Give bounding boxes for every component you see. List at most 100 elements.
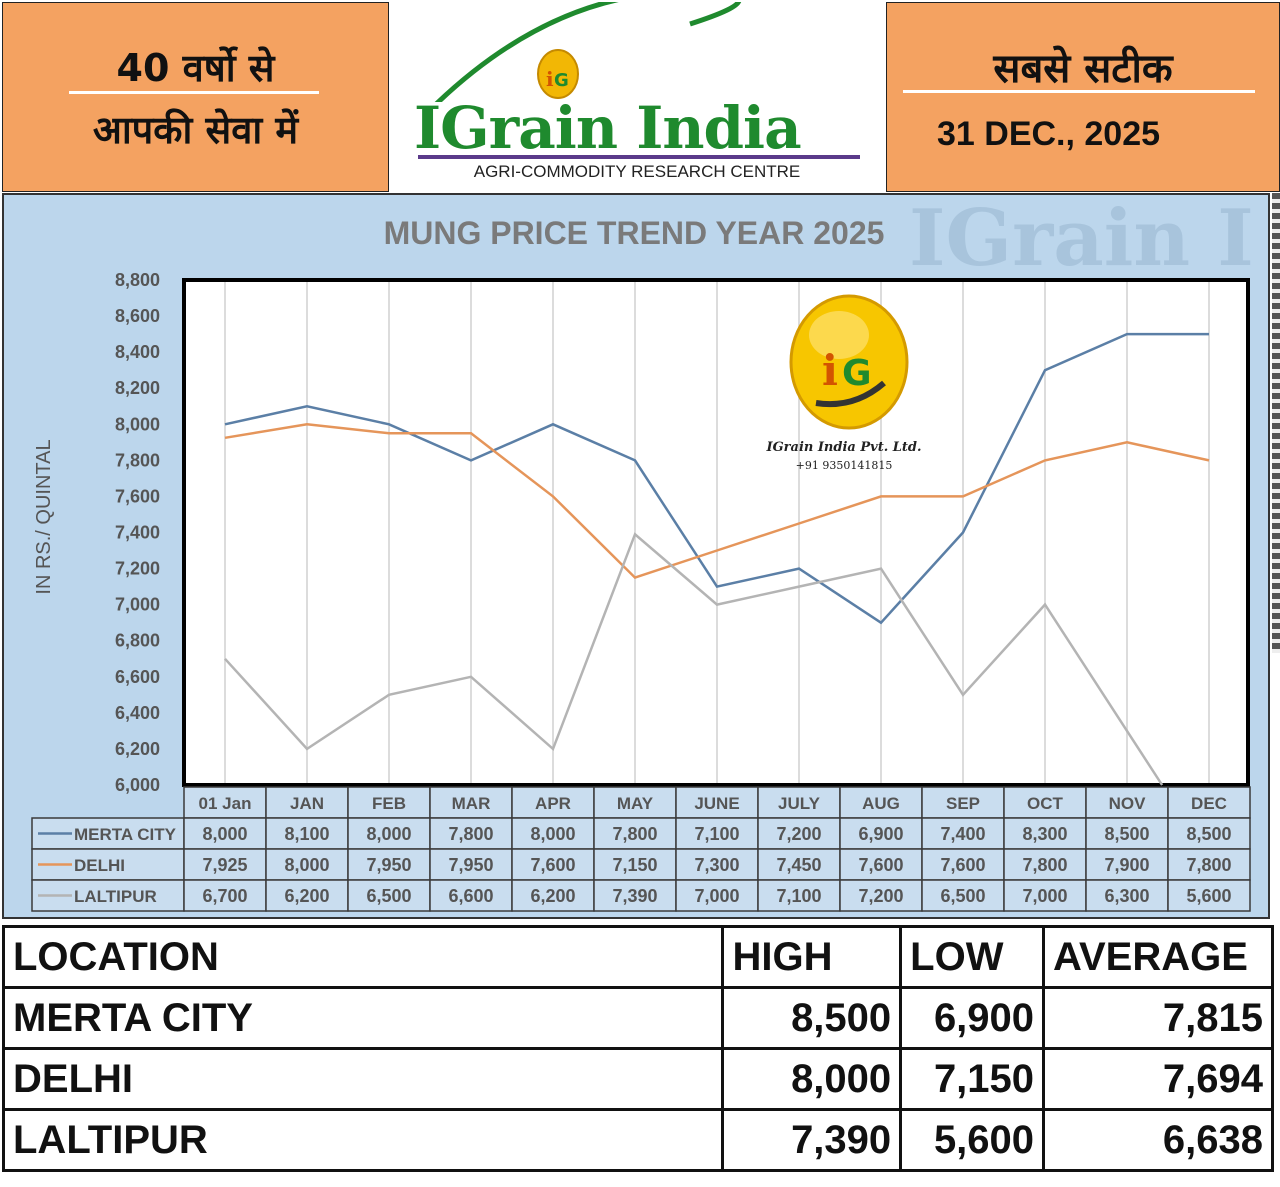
value-cell [675,879,759,912]
y-tick-label: 7,800 [115,450,160,470]
data-label: 7,925 [202,855,247,875]
chart-data-table: 01 Jan JAN FEB MAR APR MAY JUNE JULY AUG SEP OCT NO… [31,786,1251,912]
data-label: 7,000 [1022,886,1067,906]
category-cell [1085,786,1169,819]
y-tick-label: 6,400 [115,703,160,723]
data-label: 7,100 [694,824,739,844]
value-cell [1085,879,1169,912]
x-tick-label: SEP [946,794,980,813]
high-cell: 8,500 [721,986,903,1050]
date-divider [903,90,1255,93]
category-cell [675,786,759,819]
series-line-merta-city [224,332,1209,625]
chart-title: MUNG PRICE TREND YEAR 2025 [384,215,885,251]
summary-table: LOCATION HIGH LOW AVERAGE MERTA CITY 8,5… [1,925,1274,1172]
table-row: DELHI 8,000 7,150 7,694 [1,1047,1274,1111]
y-axis-label: IN RS./ QUINTAL [33,439,55,594]
value-cell [183,817,267,850]
data-label: 8,000 [202,824,247,844]
x-tick-label: JUNE [694,794,739,813]
average-cell: 7,815 [1042,986,1274,1050]
data-label: 7,800 [612,824,657,844]
category-cell [183,786,267,819]
value-cell [1003,848,1087,881]
side-decoration [1272,193,1280,653]
y-tick-label: 8,600 [115,306,160,326]
data-label: 7,300 [694,855,739,875]
report-date: 31 DEC., 2025 [937,115,1161,153]
legend-label: DELHI [74,856,125,875]
summary-section: LOCATION HIGH LOW AVERAGE MERTA CITY 8,5… [0,925,1280,1187]
y-tick-label: 7,200 [115,559,160,579]
y-tick-label: 6,600 [115,667,160,687]
y-tick-label: 6,200 [115,739,160,759]
data-label: 7,390 [612,886,657,906]
x-tick-label: 01 Jan [199,794,252,813]
series-line-delhi [224,423,1210,580]
svg-text:G: G [842,353,872,394]
value-cell [183,848,267,881]
data-label: 7,100 [776,886,821,906]
y-tick-label: 6,800 [115,631,160,651]
low-cell: 7,150 [899,1047,1046,1111]
data-label: 7,600 [858,855,903,875]
x-tick-label: OCT [1027,794,1064,813]
background-watermark: IGrain I [909,195,1254,284]
summary-header-row: LOCATION HIGH LOW AVERAGE [1,925,1274,989]
brand-panel: i G IGrain India AGRI-COMMODITY RESEARCH… [390,2,884,190]
brand-tagline: AGRI-COMMODITY RESEARCH CENTRE [473,162,801,181]
y-tick-label: 8,800 [115,270,160,290]
value-cell [265,879,349,912]
category-cell [1167,786,1251,819]
y-tick-label: 7,600 [115,486,160,506]
value-cell [1003,879,1087,912]
location-cell: LALTIPUR [1,1108,725,1172]
value-cell [511,879,595,912]
data-label: 6,700 [202,886,247,906]
value-cell [1167,848,1251,881]
header-high: HIGH [721,925,903,989]
value-cell [757,879,841,912]
x-tick-label: AUG [862,794,900,813]
x-tick-label: DEC [1191,794,1227,813]
y-tick-label: 8,000 [115,414,160,434]
y-axis-ticks: 8,800 8,600 8,400 8,200 8,000 7,800 7,600 7,400… [115,270,160,795]
data-label: 7,800 [1186,855,1231,875]
data-label: 8,500 [1104,824,1149,844]
data-label: 7,800 [1022,855,1067,875]
data-label: 7,600 [940,855,985,875]
data-label: 8,000 [284,855,329,875]
high-cell: 7,390 [721,1108,903,1172]
accuracy-tagline: सबसे सटीक [993,46,1173,92]
y-tick-label: 8,400 [115,342,160,362]
date-panel: सबसे सटीक 31 DEC., 2025 [886,2,1280,192]
data-label: 6,200 [530,886,575,906]
value-cell [511,817,595,850]
value-cell [839,848,923,881]
data-label: 8,000 [366,824,411,844]
header-banner: 40 वर्षो से आपकी सेवा में i G IGrain Ind… [0,0,1280,192]
tagline-panel: 40 वर्षो से आपकी सेवा में [2,2,389,192]
data-label: 7,200 [776,824,821,844]
data-label: 6,500 [940,886,985,906]
x-tick-label: APR [535,794,571,813]
category-cell [347,786,431,819]
low-cell: 5,600 [899,1108,1046,1172]
value-cell [921,879,1005,912]
data-label: 7,950 [366,855,411,875]
data-label: 8,100 [284,824,329,844]
data-label: 7,150 [612,855,657,875]
data-label: 7,000 [694,886,739,906]
tagline-line-1: 40 वर्षो से [116,46,275,90]
series-lines [224,332,1210,786]
value-cell [839,879,923,912]
average-cell: 7,694 [1042,1047,1274,1111]
value-cell [347,817,431,850]
high-cell: 8,000 [721,1047,903,1111]
value-cell [183,879,267,912]
value-cell [839,817,923,850]
x-tick-label: NOV [1109,794,1147,813]
x-tick-label: MAR [452,794,491,813]
x-tick-label: FEB [372,794,406,813]
data-label: 7,950 [448,855,493,875]
